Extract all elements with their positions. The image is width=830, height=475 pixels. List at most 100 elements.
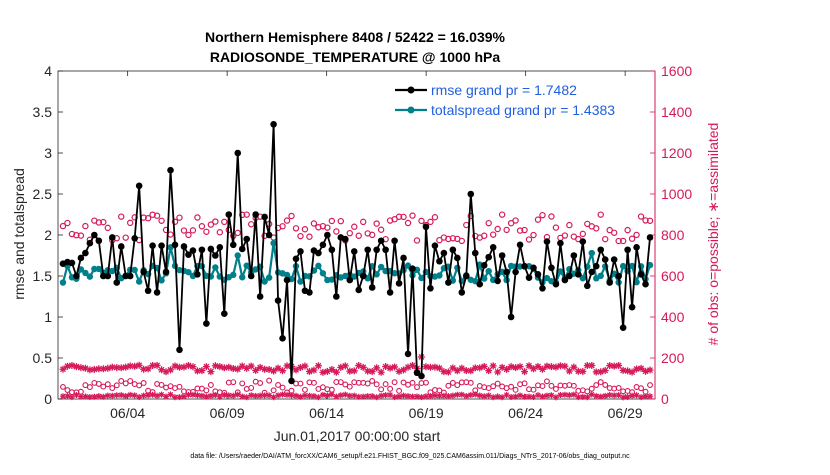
obs-assimilated-low-marker xyxy=(512,393,519,400)
rmse-point xyxy=(624,246,631,254)
obs-assimilated-marker xyxy=(503,365,511,373)
rmse-point xyxy=(176,346,183,354)
obs-possible-low-marker xyxy=(602,381,609,388)
totalspread-point xyxy=(131,266,138,274)
rmse-point xyxy=(462,272,470,280)
x-tick-label: 06/04 xyxy=(110,405,145,421)
obs-assimilated-marker xyxy=(409,361,417,369)
totalspread-point xyxy=(109,267,116,275)
rmse-point xyxy=(610,256,618,263)
obs-possible-low-marker xyxy=(597,379,604,386)
obs-assimilated-low-marker xyxy=(396,393,403,400)
totalspread-point xyxy=(265,274,273,281)
obs-possible-low-marker xyxy=(396,387,403,394)
rmse-point xyxy=(216,244,224,251)
obs-possible-low-marker xyxy=(266,377,273,384)
obs-assimilated-marker xyxy=(368,368,376,376)
obs-assimilated-low-marker xyxy=(221,392,228,399)
totalspread-point xyxy=(597,272,604,280)
obs-assimilated-marker xyxy=(301,362,309,370)
obs-assimilated-low-marker xyxy=(185,391,192,398)
obs-assimilated-marker xyxy=(279,367,287,375)
obs-possible-low-marker xyxy=(342,381,349,388)
obs-assimilated-low-marker xyxy=(225,392,232,399)
obs-assimilated-marker xyxy=(444,368,452,376)
obs-possible-marker xyxy=(534,216,542,223)
rmse-point xyxy=(274,297,282,304)
obs-assimilated-low-marker xyxy=(91,393,98,400)
right-tick-label: 1400 xyxy=(661,104,692,120)
obs-possible-low-marker xyxy=(122,380,129,387)
obs-possible-marker xyxy=(234,229,241,237)
obs-possible-marker xyxy=(324,224,331,231)
obs-assimilated-marker xyxy=(597,368,605,376)
obs-assimilated-low-marker xyxy=(440,392,447,399)
obs-assimilated-marker xyxy=(274,364,282,372)
rmse-point xyxy=(534,271,542,278)
obs-assimilated-marker xyxy=(140,365,148,373)
obs-possible-marker xyxy=(59,222,67,230)
rmse-point xyxy=(601,256,609,263)
rmse-point xyxy=(454,254,461,262)
obs-possible-low-marker xyxy=(140,380,147,386)
obs-possible-low-marker xyxy=(494,380,501,387)
obs-assimilated-low-marker xyxy=(472,391,479,398)
obs-assimilated-low-marker xyxy=(624,394,631,401)
obs-assimilated-marker xyxy=(449,364,457,372)
obs-assimilated-marker xyxy=(382,363,390,371)
obs-assimilated-marker xyxy=(395,367,403,375)
obs-assimilated-low-marker xyxy=(252,392,259,399)
rmse-point xyxy=(359,272,367,280)
obs-assimilated-low-marker xyxy=(566,392,573,399)
obs-assimilated-marker xyxy=(184,361,192,369)
obs-possible-low-marker xyxy=(400,379,407,386)
rmse-point xyxy=(288,377,295,385)
rmse-point xyxy=(86,239,94,247)
rmse-point xyxy=(171,241,179,249)
obs-possible-low-marker xyxy=(642,388,649,395)
rmse-point xyxy=(131,234,138,242)
rmse-point xyxy=(382,246,389,254)
obs-assimilated-marker xyxy=(476,364,484,372)
rmse-point xyxy=(543,238,551,245)
obs-assimilated-low-marker xyxy=(490,394,497,401)
rmse-point xyxy=(431,242,439,249)
rmse-point xyxy=(386,289,394,296)
obs-assimilated-marker xyxy=(400,366,408,374)
obs-possible-marker xyxy=(642,217,649,224)
rmse-point xyxy=(243,235,251,243)
obs-possible-marker xyxy=(503,226,510,234)
obs-assimilated-low-marker xyxy=(82,393,89,400)
right-tick-label: 1200 xyxy=(661,145,692,161)
obs-assimilated-low-marker xyxy=(548,392,555,399)
rmse-point xyxy=(140,268,147,276)
obs-assimilated-low-marker xyxy=(458,391,465,398)
obs-assimilated-marker xyxy=(144,365,152,373)
obs-possible-low-marker xyxy=(369,377,376,384)
right-tick-label: 200 xyxy=(661,350,685,366)
obs-possible-low-marker xyxy=(158,381,165,388)
rmse-point xyxy=(153,289,161,296)
rmse-point xyxy=(158,242,165,249)
obs-possible-marker xyxy=(377,226,385,233)
rmse-point xyxy=(409,265,416,272)
obs-possible-marker xyxy=(368,231,376,239)
obs-possible-marker xyxy=(449,235,457,242)
obs-assimilated-low-marker xyxy=(400,392,407,399)
obs-possible-low-marker xyxy=(297,380,304,387)
obs-possible-low-marker xyxy=(508,383,515,390)
obs-assimilated-low-marker xyxy=(570,391,577,398)
obs-assimilated-marker xyxy=(606,362,614,370)
obs-assimilated-low-marker xyxy=(382,392,389,399)
obs-assimilated-marker xyxy=(63,362,71,370)
rmse-point xyxy=(315,249,322,257)
obs-assimilated-marker xyxy=(435,364,443,372)
obs-assimilated-marker xyxy=(386,364,394,372)
obs-assimilated-low-marker xyxy=(293,392,300,399)
obs-assimilated-marker xyxy=(252,366,260,374)
obs-assimilated-low-marker xyxy=(463,393,470,400)
obs-assimilated-low-marker xyxy=(405,393,412,400)
obs-possible-marker xyxy=(194,214,201,221)
obs-assimilated-marker xyxy=(377,368,385,376)
totalspread-point xyxy=(283,271,291,279)
